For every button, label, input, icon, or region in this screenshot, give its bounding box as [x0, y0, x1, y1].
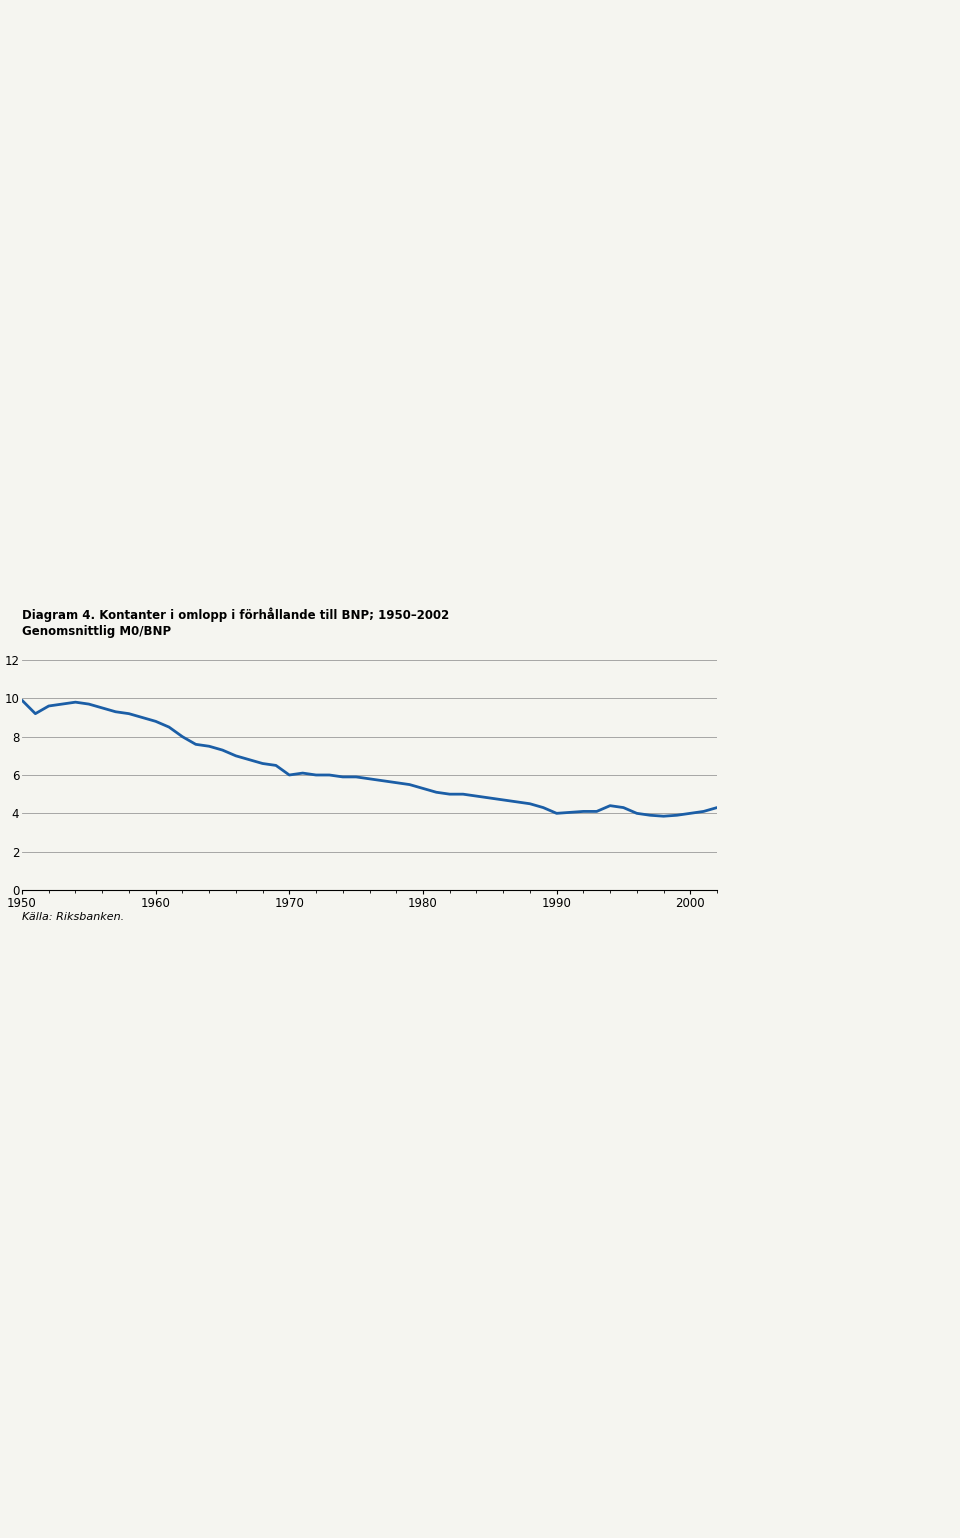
- Text: Källa: Riksbanken.: Källa: Riksbanken.: [22, 912, 124, 921]
- Text: Diagram 4. Kontanter i omlopp i förhållande till BNP; 1950–2002: Diagram 4. Kontanter i omlopp i förhålla…: [22, 608, 449, 621]
- Text: Genomsnittlig M0/BNP: Genomsnittlig M0/BNP: [22, 624, 171, 638]
